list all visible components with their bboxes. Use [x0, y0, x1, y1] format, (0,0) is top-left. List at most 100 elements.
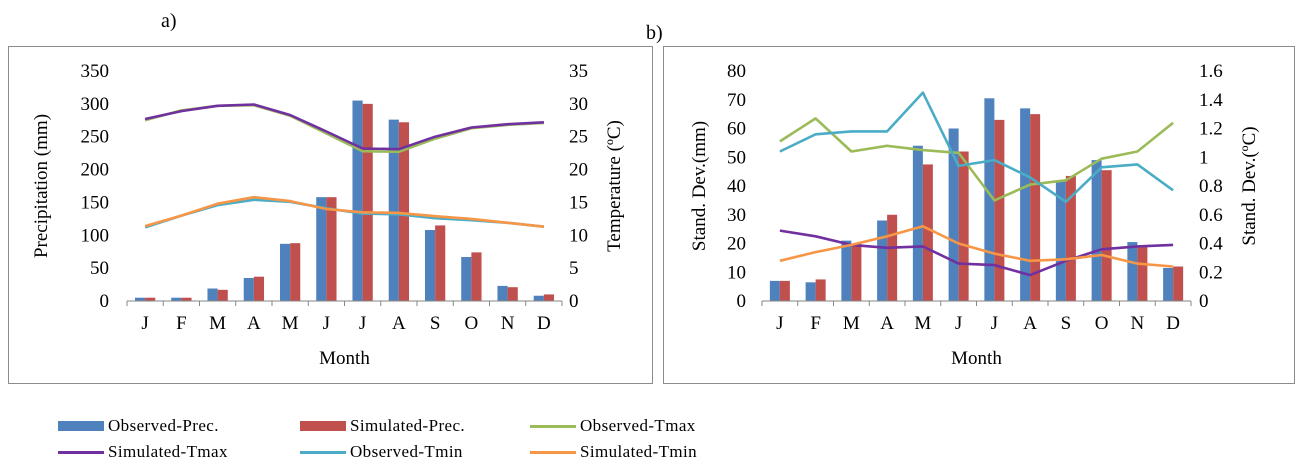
legend-swatch	[530, 424, 576, 428]
y2-tick-label: 10	[569, 225, 588, 246]
y2-axis-title: Temperature (ºC)	[604, 120, 625, 252]
legend-swatch	[58, 421, 104, 431]
y2-tick-label: 5	[569, 258, 579, 279]
y-tick-label: 300	[81, 94, 110, 115]
bar	[958, 151, 969, 301]
bar	[887, 214, 898, 301]
series-line	[144, 198, 545, 229]
bar	[1127, 242, 1138, 301]
x-tick-label: F	[176, 313, 187, 334]
bar	[815, 279, 826, 301]
y2-tick-label: 1.2	[1199, 119, 1223, 140]
y2-tick-label: 1.4	[1199, 90, 1223, 111]
y2-tick-label: 15	[569, 192, 588, 213]
x-tick-label: D	[1166, 313, 1180, 334]
series-line	[779, 91, 1174, 204]
bar	[984, 98, 995, 301]
x-axis-title: Month	[319, 348, 370, 369]
y2-tick-label: 30	[569, 94, 588, 115]
bar	[243, 278, 254, 301]
bar	[841, 240, 852, 301]
x-tick-label: A	[880, 313, 894, 334]
x-tick-label: M	[209, 313, 226, 334]
y-tick-label: 70	[727, 90, 746, 111]
bar	[217, 289, 228, 301]
bar	[290, 243, 301, 301]
y-tick-label: 60	[727, 119, 746, 140]
bar	[362, 103, 373, 301]
bar	[543, 294, 555, 301]
bar	[779, 280, 790, 301]
bar	[533, 295, 544, 301]
y2-tick-label: 0.8	[1199, 176, 1223, 197]
chart-panel-b: 0 10 20 30 40 50 60 70 80 0 0.2 0.4 0.6 0.8 1 1.2 1.4 1.6…	[663, 46, 1295, 384]
series-line	[144, 103, 544, 154]
chart-panel-a: 0 50 100 150 200 250 300 350 0 5 10 15 20 25 30 35 J F M A M…	[8, 46, 653, 384]
y-tick-label: 80	[727, 61, 746, 82]
y-tick-label: 0	[737, 291, 747, 312]
bar	[1020, 108, 1031, 301]
x-tick-label: N	[501, 313, 515, 334]
x-tick-label: S	[430, 313, 441, 334]
y2-tick-label: 1	[1199, 147, 1209, 168]
chart-b-svg: 0 10 20 30 40 50 60 70 80 0 0.2 0.4 0.6 0.8 1 1.2 1.4 1.6…	[689, 61, 1260, 369]
legend-label: Simulated-Tmax	[108, 442, 228, 461]
bar	[922, 164, 933, 301]
bar	[253, 276, 265, 301]
bar	[948, 128, 959, 301]
legend-item-simulated-prec: Simulated-Prec.	[300, 416, 465, 436]
y-tick-label: 200	[81, 160, 110, 181]
x-tick-label: J	[955, 313, 962, 334]
bar	[877, 220, 888, 301]
bar	[424, 230, 436, 301]
x-axis-title: Month	[951, 348, 1002, 369]
bar	[435, 225, 446, 301]
x-tick-label: J	[991, 313, 998, 334]
bar	[352, 100, 363, 301]
panel-label-a: a)	[161, 10, 177, 32]
legend-item-observed-tmin: Observed-Tmin	[300, 442, 463, 462]
bar	[279, 243, 291, 301]
bar	[171, 297, 182, 301]
y-tick-label: 100	[81, 225, 110, 246]
x-tick-label: F	[810, 313, 821, 334]
bar	[471, 252, 482, 301]
legend-swatch	[300, 421, 346, 431]
x-tick-label: N	[1131, 313, 1145, 334]
y2-tick-label: 0	[569, 291, 579, 312]
bar	[134, 297, 146, 301]
bar	[461, 256, 472, 301]
legend-item-observed-prec: Observed-Prec.	[58, 416, 219, 436]
legend-label: Observed-Tmin	[350, 442, 463, 461]
legend-label: Simulated-Prec.	[350, 416, 466, 435]
y2-tick-label: 35	[569, 61, 588, 82]
y-tick-label: 20	[727, 234, 746, 255]
series-line	[144, 103, 544, 151]
bar	[388, 119, 399, 301]
legend-item-simulated-tmin: Simulated-Tmin	[530, 442, 697, 462]
legend-label: Simulated-Tmin	[580, 442, 698, 461]
y-tick-label: 150	[81, 192, 110, 213]
series-line	[779, 229, 1174, 277]
y2-tick-label: 0	[1199, 291, 1209, 312]
y-tick-label: 50	[90, 258, 109, 279]
y2-tick-label: 25	[569, 127, 588, 148]
y2-axis-title: Stand. Dev.(ºC)	[1239, 126, 1260, 245]
y-tick-label: 30	[727, 205, 746, 226]
x-tick-label: M	[843, 313, 860, 334]
x-tick-label: J	[359, 313, 366, 334]
bar	[1055, 180, 1066, 301]
bar	[769, 280, 780, 301]
y-tick-label: 250	[81, 127, 110, 148]
y-tick-label: 40	[727, 176, 746, 197]
bar	[145, 297, 156, 301]
bar	[1137, 246, 1148, 301]
bar	[994, 119, 1005, 301]
y-tick-label: 350	[81, 61, 110, 82]
x-tick-label: M	[282, 313, 299, 334]
bar	[398, 122, 410, 301]
x-tick-label: O	[465, 313, 479, 334]
series-line	[144, 195, 545, 228]
legend-item-simulated-tmax: Simulated-Tmax	[58, 442, 228, 462]
